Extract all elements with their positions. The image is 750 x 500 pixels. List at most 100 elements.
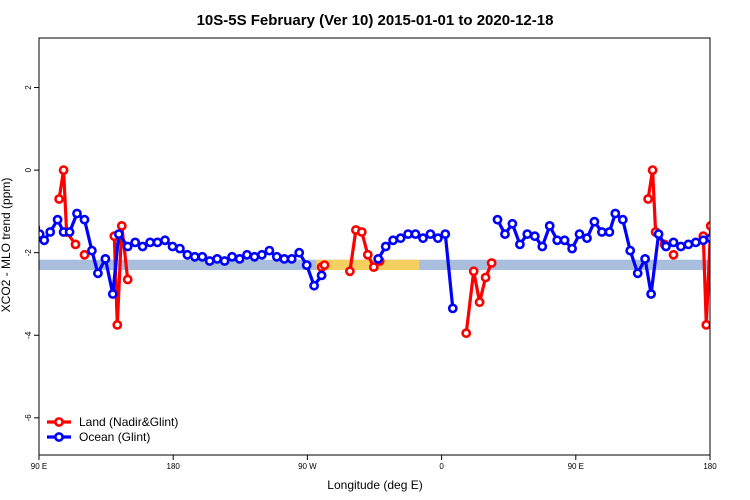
x-tick-label: 90 W [298,462,317,471]
ocean-data-point [625,245,636,256]
chart-title: 10S-5S February (Ver 10) 2015-01-01 to 2… [197,12,554,29]
legend-label: Ocean (Glint) [79,430,150,444]
ocean-data-point [227,251,237,262]
land-data-point [486,258,497,268]
ocean-series-line [496,211,710,296]
land-data-point [668,249,679,260]
land-data-point [122,274,133,285]
y-tick-label: -2 [24,249,33,257]
land-data-point [54,194,64,204]
legend-label: Land (Nadir&Glint) [79,415,178,429]
ocean-data-point [189,251,200,262]
ocean-data-point [160,235,170,246]
ocean-data-point [152,237,163,248]
x-tick-label: 0 [439,462,444,471]
ocean-data-point [492,214,503,225]
ocean-data-point [395,233,406,244]
ocean-data-point [690,237,701,248]
ocean-data-point [653,229,664,239]
ocean-data-point [39,224,41,232]
ocean-data-point [432,233,443,244]
x-tick-label: 90 E [31,462,47,471]
ocean-data-point [440,229,451,239]
plot-frame [38,37,711,456]
land-data-point [344,266,355,277]
ocean-data-point [256,249,267,260]
x-tick-label: 90 E [568,462,584,471]
ocean-data-point [122,241,133,252]
x-axis-title: Longitude (deg E) [327,478,422,492]
ocean-data-point [529,231,540,242]
ocean-data-point [39,235,50,246]
ocean-data-point [301,260,312,270]
ocean-data-point [683,239,694,250]
ocean-data-point [559,235,570,246]
ocean-data-point [197,251,208,262]
ocean-data-point [574,229,585,239]
legend: Land (Nadir&Glint)Ocean (Glint) [47,415,178,444]
land-series-line [701,224,710,327]
ocean-data-point [113,229,124,239]
ocean-data-point [589,216,600,227]
ocean-data-point [316,270,327,281]
land-data-point [356,227,367,237]
ocean-data-point [522,229,533,239]
ocean-data-point [410,229,421,239]
ocean-data-point [249,251,260,262]
ocean-data-point [705,233,710,244]
ocean-data-point [515,239,525,250]
y-axis-title: XCO2 - MLO trend (ppm) [0,178,13,313]
ocean-data-point [447,303,458,314]
land-data-point [70,239,81,250]
land-data-point [362,249,373,260]
ocean-data-point [137,241,148,252]
ocean-data-point [271,251,282,262]
land-data-point [112,319,123,330]
ocean-data-point [182,249,193,260]
x-tick-label: 180 [167,462,181,471]
land-data-point [701,320,710,330]
land-data-point [643,194,653,204]
plot-area [39,165,720,339]
ocean-data-point [264,245,275,256]
ocean-data-point [93,268,103,279]
y-tick-label: -4 [24,331,33,339]
ocean-data-point [242,249,252,260]
land-data-point [79,249,90,260]
land-data-point [713,276,720,283]
legend-marker [54,417,64,427]
ocean-data-point [234,253,245,264]
y-tick-label: 2 [24,85,33,90]
ocean-data-point [640,253,650,264]
ocean-data-point [418,233,428,244]
ocean-data-point [500,229,510,239]
land-data-point [368,262,379,272]
land-data-point [474,297,485,308]
ocean-data-point [72,208,82,219]
land-data-point [58,165,69,175]
ocean-data-point [388,235,398,246]
ocean-data-point [309,280,319,291]
axes: 90 E 180 90 W 0 90 E 180 2 0 -2 -4 -6 [24,37,717,471]
legend-item-ocean: Ocean (Glint) [47,430,150,444]
ocean-data-point [661,241,671,252]
y-tick-label: -6 [24,414,33,422]
x-tick-label: 180 [703,462,717,471]
land-series-line [112,224,130,327]
ocean-data-point [100,253,111,264]
ocean-data-point [597,227,607,237]
ocean-data-point [632,268,643,279]
ocean-data-point [425,229,436,239]
ocean-data-point [610,208,621,219]
y-tick-label: 0 [24,167,33,172]
ocean-data-point [219,256,230,266]
ocean-data-point [604,227,615,237]
legend-item-land: Land (Nadir&Glint) [47,415,178,429]
land-data-point [468,266,479,277]
ocean-data-point [617,214,628,225]
land-data-point [116,220,127,231]
land-data-point [647,165,658,175]
ocean-data-point [567,243,577,254]
reference-band-highlight [316,259,420,271]
